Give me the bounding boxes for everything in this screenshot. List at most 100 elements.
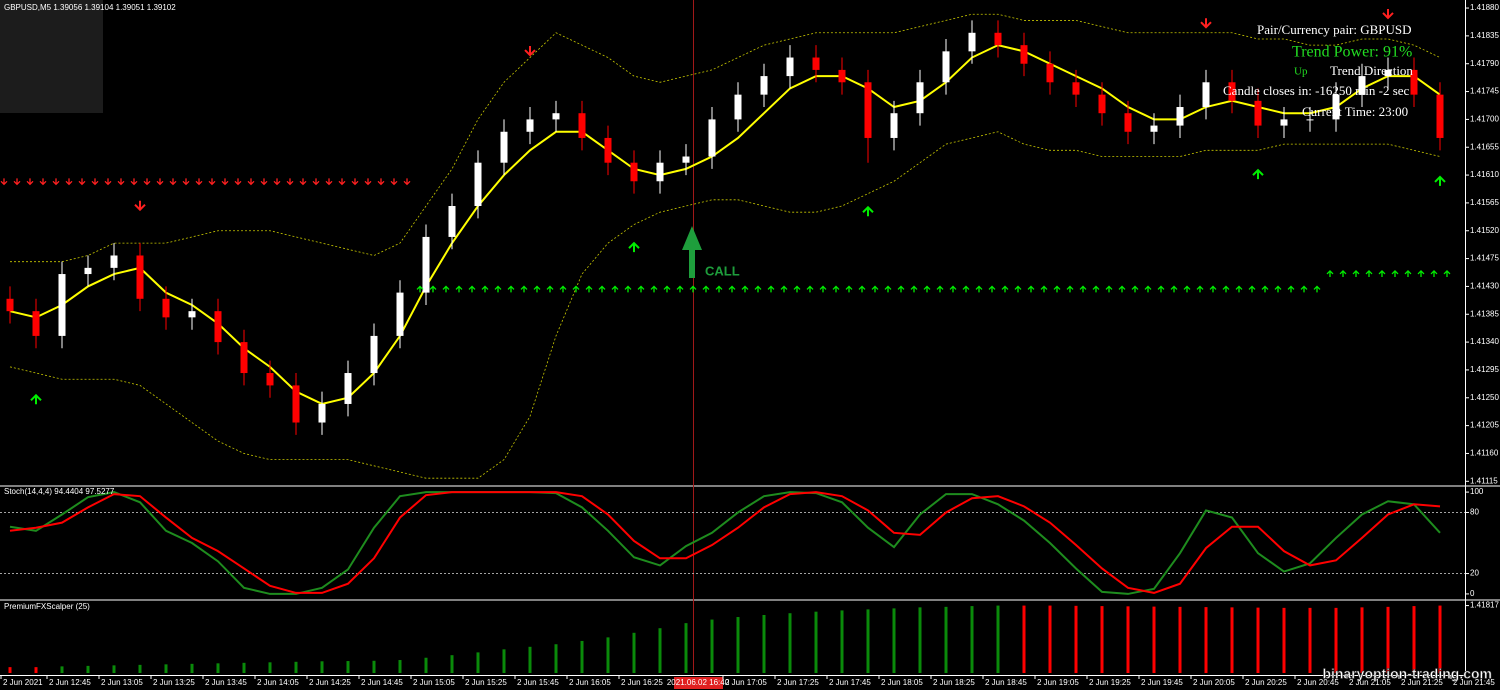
signal-row-arrow (1326, 270, 1334, 277)
y-tick-label: 1.41475 (1470, 254, 1499, 263)
histogram-bar (736, 617, 740, 673)
x-tick-label: 2 Jun 18:25 (933, 678, 975, 687)
plot: 1.41880 1.41835 1.41790 1.41745 1.41700 1.416… (0, 3, 1499, 673)
signal-row-arrow (728, 285, 736, 293)
candle-body (1046, 63, 1054, 83)
signal-arrow (30, 393, 42, 405)
candle-body (136, 255, 144, 299)
signal-row-arrow (1352, 270, 1360, 277)
signal-row-arrow (247, 178, 255, 186)
candle-body (84, 267, 92, 275)
candle-body (1072, 82, 1080, 95)
signal-row-arrow (1248, 285, 1256, 293)
candle-body (240, 342, 248, 374)
x-tick-label: 2 Jun 17:25 (777, 678, 819, 687)
x-tick-label: 2 Jun 20:25 (1245, 678, 1287, 687)
signal-row-arrow (143, 178, 151, 186)
candle-body (734, 94, 742, 120)
histogram-bar (528, 646, 532, 673)
signal-row-arrow (377, 178, 385, 186)
signal-row-arrow (598, 285, 606, 293)
signal-row-arrow (390, 178, 398, 186)
y-tick-label: 1.41880 (1470, 3, 1499, 12)
histogram-bar (1022, 605, 1026, 673)
y-tick-label: 1.41655 (1470, 142, 1499, 151)
signal-row-arrow (1118, 285, 1126, 293)
signal-row-arrow (364, 178, 372, 186)
signal-row-arrow (806, 285, 814, 293)
signal-row-arrow (273, 178, 281, 186)
signal-row-arrow (923, 285, 931, 293)
current-time: Current Time: 23:00 (1302, 104, 1408, 119)
signal-row-arrow (494, 285, 502, 293)
histogram-bar (866, 609, 870, 673)
candle-body (1176, 107, 1184, 126)
signal-row-arrow (1391, 270, 1399, 277)
y-tick-label: 1.41835 (1470, 31, 1499, 40)
signal-row-arrow (299, 178, 307, 186)
cursor-box (674, 677, 723, 689)
stoch-line (9, 491, 1441, 594)
candle-body (682, 156, 690, 163)
signal-row-arrow (1430, 270, 1438, 277)
candle-body (266, 373, 274, 386)
y-tick-label: 1.41520 (1470, 226, 1499, 235)
histogram-bar (346, 661, 350, 673)
y-tick-label: 20 (1470, 569, 1479, 578)
histogram-bar (424, 657, 428, 673)
signal-row-arrow (884, 285, 892, 293)
signal-row-arrow (1027, 285, 1035, 293)
signal-row-arrow (1079, 285, 1087, 293)
signal-row-arrow (312, 178, 320, 186)
signal-row-arrow (1222, 285, 1230, 293)
signal-row-arrow (286, 178, 294, 186)
candle-body (188, 311, 196, 318)
signal-row-arrow (1092, 285, 1100, 293)
y-tick-label: 1.41385 (1470, 309, 1499, 318)
x-tick-label: 2 Jun 2021 (3, 678, 43, 687)
signal-row-arrow (1313, 285, 1321, 293)
histogram-bar (606, 637, 610, 673)
histogram-bar (762, 614, 766, 673)
candle-body (630, 162, 638, 182)
candle-body (760, 76, 768, 95)
x-tick-label: 2 Jun 19:05 (1037, 678, 1079, 687)
signal-row-arrow (26, 178, 34, 186)
signal-row-arrow (0, 178, 8, 186)
signal-row-arrow (845, 285, 853, 293)
histogram-bar (8, 667, 12, 673)
signal-row-arrow (1339, 270, 1347, 277)
signal-row-arrow (507, 285, 515, 293)
signal-row-arrow (78, 178, 86, 186)
signal-row-arrow (1365, 270, 1373, 277)
y-tick-label: 1.41565 (1470, 198, 1499, 207)
histogram-bar (840, 610, 844, 673)
signal-row-arrow (546, 285, 554, 293)
signal-row-arrow (819, 285, 827, 293)
candle-body (396, 292, 404, 336)
histogram-bar (710, 619, 714, 673)
moving-average (9, 44, 1441, 406)
signal-row-arrow (1196, 285, 1204, 293)
band-line (9, 131, 1441, 479)
signal-row-arrow (416, 285, 424, 293)
histogram-bar (892, 608, 896, 673)
histogram-bar (1126, 606, 1130, 673)
signal-row-arrow (1287, 285, 1295, 293)
candle-body (1254, 100, 1262, 126)
signal-row-arrow (182, 178, 190, 186)
x-tick-label: 2 Jun 21:05 (1349, 678, 1391, 687)
main-title: GBPUSD,M5 1.39056 1.39104 1.39051 1.3910… (4, 3, 176, 12)
candle-body (344, 373, 352, 404)
y-tick-label: 1.41430 (1470, 282, 1499, 291)
histogram-bar (1048, 605, 1052, 673)
x-tick-label: 2 Jun 14:45 (361, 678, 403, 687)
signal-row-arrow (221, 178, 229, 186)
candle-body (6, 298, 14, 312)
signal-row-arrow (624, 285, 632, 293)
signal-row-arrow (572, 285, 580, 293)
x-tick-label: 2 Jun 21:45 (1453, 678, 1495, 687)
signal-row-arrow (949, 285, 957, 293)
signal-row-arrow (611, 285, 619, 293)
candle-body (1410, 69, 1418, 95)
